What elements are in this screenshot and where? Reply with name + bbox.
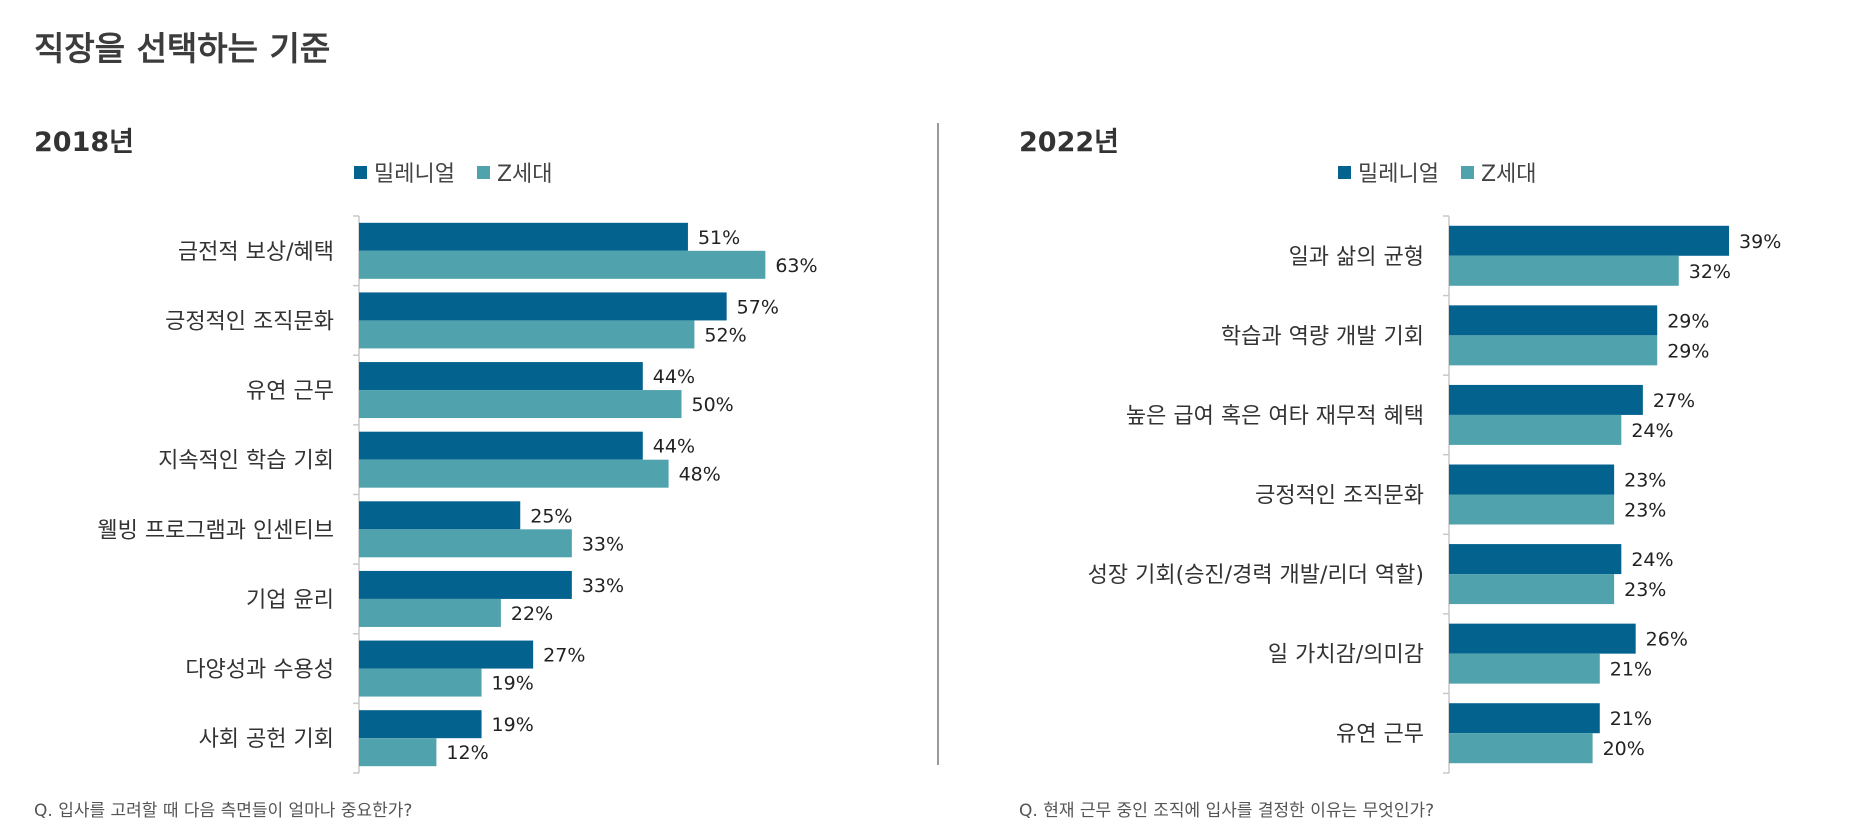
legend-label-millennial: 밀레니얼: [1358, 162, 1439, 187]
data-label-genz: 52%: [704, 324, 746, 346]
legend-item-genz: Z세대: [476, 156, 553, 188]
bar-millennial: [359, 501, 521, 530]
bar-millennial: [359, 640, 534, 669]
bar-millennial: [359, 431, 643, 460]
data-label-genz: 12%: [446, 742, 488, 764]
category-label: 일 가치감/의미감: [1268, 643, 1424, 668]
category-label: 긍정적인 조직문화: [1255, 484, 1424, 509]
data-label-millennial: 51%: [698, 227, 740, 249]
chart-2018-title: 2018년: [34, 127, 134, 158]
legend-swatch-genz: [1460, 165, 1474, 179]
bar-genz: [359, 668, 482, 697]
bar-millennial: [359, 362, 643, 391]
bar-millennial: [1449, 305, 1658, 336]
bar-genz: [1449, 255, 1679, 286]
category-label: 성장 기회(승진/경력 개발/리더 역할): [1088, 563, 1424, 588]
data-label-genz: 63%: [775, 255, 817, 277]
data-label-genz: 23%: [1624, 500, 1666, 522]
bar-millennial: [359, 570, 572, 599]
data-label-genz: 32%: [1689, 261, 1731, 283]
bar-genz: [359, 320, 695, 349]
category-label: 웰빙 프로그램과 인센티브: [97, 518, 334, 543]
data-label-millennial: 44%: [653, 436, 695, 458]
category-label: 기업 윤리: [246, 588, 334, 613]
data-label-genz: 22%: [511, 603, 553, 625]
data-label-millennial: 24%: [1631, 549, 1673, 571]
bar-millennial: [1449, 464, 1615, 495]
category-label: 사회 공헌 기회: [199, 727, 334, 752]
data-label-millennial: 25%: [530, 505, 572, 527]
data-label-millennial: 57%: [737, 296, 779, 318]
legend-label-genz: Z세대: [1480, 162, 1537, 187]
chart-2022-question: Q. 현재 근무 중인 조직에 입사를 결정한 이유는 무엇인가?: [1019, 801, 1435, 821]
bar-genz: [359, 459, 669, 488]
data-label-genz: 50%: [692, 394, 734, 416]
chart-2022: 일과 삶의 균형 39% 32% 학습과 역량 개발 기회 29% 29% 높은 급여 혹은…: [1088, 215, 1781, 774]
bar-genz: [359, 598, 501, 627]
category-label: 긍정적인 조직문화: [165, 309, 334, 334]
bar-millennial: [1449, 544, 1622, 575]
data-label-millennial: 39%: [1739, 231, 1781, 253]
data-label-millennial: 21%: [1610, 708, 1652, 730]
legend-item-genz: Z세대: [1460, 156, 1537, 188]
category-label: 유연 근무: [246, 379, 334, 404]
legend-swatch-millennial: [354, 165, 367, 179]
bar-millennial: [359, 710, 482, 739]
category-label: 지속적인 학습 기회: [158, 449, 334, 474]
data-label-millennial: 29%: [1667, 310, 1709, 332]
data-label-millennial: 26%: [1646, 629, 1688, 651]
category-label: 유연 근무: [1336, 722, 1424, 747]
data-label-genz: 24%: [1631, 420, 1673, 442]
bar-genz: [1449, 653, 1600, 684]
data-label-millennial: 33%: [582, 575, 624, 597]
category-label: 학습과 역량 개발 기회: [1221, 324, 1424, 349]
legend-label-millennial: 밀레니얼: [374, 162, 455, 187]
legend-item-millennial: 밀레니얼: [354, 156, 455, 188]
data-label-genz: 20%: [1603, 738, 1645, 760]
data-label-millennial: 27%: [1653, 390, 1695, 412]
category-label: 금전적 보상/혜택: [178, 240, 334, 265]
data-label-genz: 48%: [679, 464, 721, 486]
chart-2022-legend: 밀레니얼 Z세대: [1338, 156, 1559, 188]
legend-swatch-millennial: [1338, 165, 1351, 179]
bar-genz: [1449, 574, 1615, 605]
bar-millennial: [1449, 703, 1600, 734]
data-label-genz: 19%: [492, 673, 534, 695]
category-label: 일과 삶의 균형: [1289, 245, 1424, 270]
bar-millennial: [1449, 623, 1636, 654]
page-title: 직장을 선택하는 기준: [34, 29, 331, 68]
bar-millennial: [359, 222, 688, 251]
category-label: 높은 급여 혹은 여타 재무적 혜택: [1126, 404, 1424, 429]
bar-genz: [359, 738, 437, 767]
chart-2022-title: 2022년: [1019, 127, 1119, 158]
chart-2018-legend: 밀레니얼 Z세대: [354, 156, 575, 188]
data-label-millennial: 19%: [492, 714, 534, 736]
data-label-genz: 33%: [582, 533, 624, 555]
bar-genz: [1449, 335, 1658, 366]
chart-2018: 금전적 보상/혜택 51% 63% 긍정적인 조직문화 57% 52% 유연 근무 44% 50…: [97, 215, 818, 774]
data-label-millennial: 44%: [653, 366, 695, 388]
bar-genz: [1449, 494, 1615, 525]
data-label-genz: 23%: [1624, 579, 1666, 601]
legend-swatch-genz: [476, 165, 490, 179]
bar-genz: [359, 529, 572, 558]
bar-millennial: [1449, 225, 1730, 256]
data-label-genz: 21%: [1610, 659, 1652, 681]
bar-genz: [359, 250, 766, 279]
data-label-millennial: 27%: [543, 645, 585, 667]
data-label-genz: 29%: [1667, 340, 1709, 362]
bar-millennial: [359, 292, 727, 321]
bar-genz: [359, 390, 682, 419]
panel-divider: [937, 123, 939, 765]
legend-label-genz: Z세대: [496, 162, 553, 187]
bar-genz: [1449, 414, 1622, 445]
chart-2018-question: Q. 입사를 고려할 때 다음 측면들이 얼마나 중요한가?: [34, 801, 413, 821]
bar-genz: [1449, 733, 1593, 764]
data-label-millennial: 23%: [1624, 470, 1666, 492]
category-label: 다양성과 수용성: [185, 658, 334, 683]
bar-millennial: [1449, 384, 1643, 415]
legend-item-millennial: 밀레니얼: [1338, 156, 1439, 188]
